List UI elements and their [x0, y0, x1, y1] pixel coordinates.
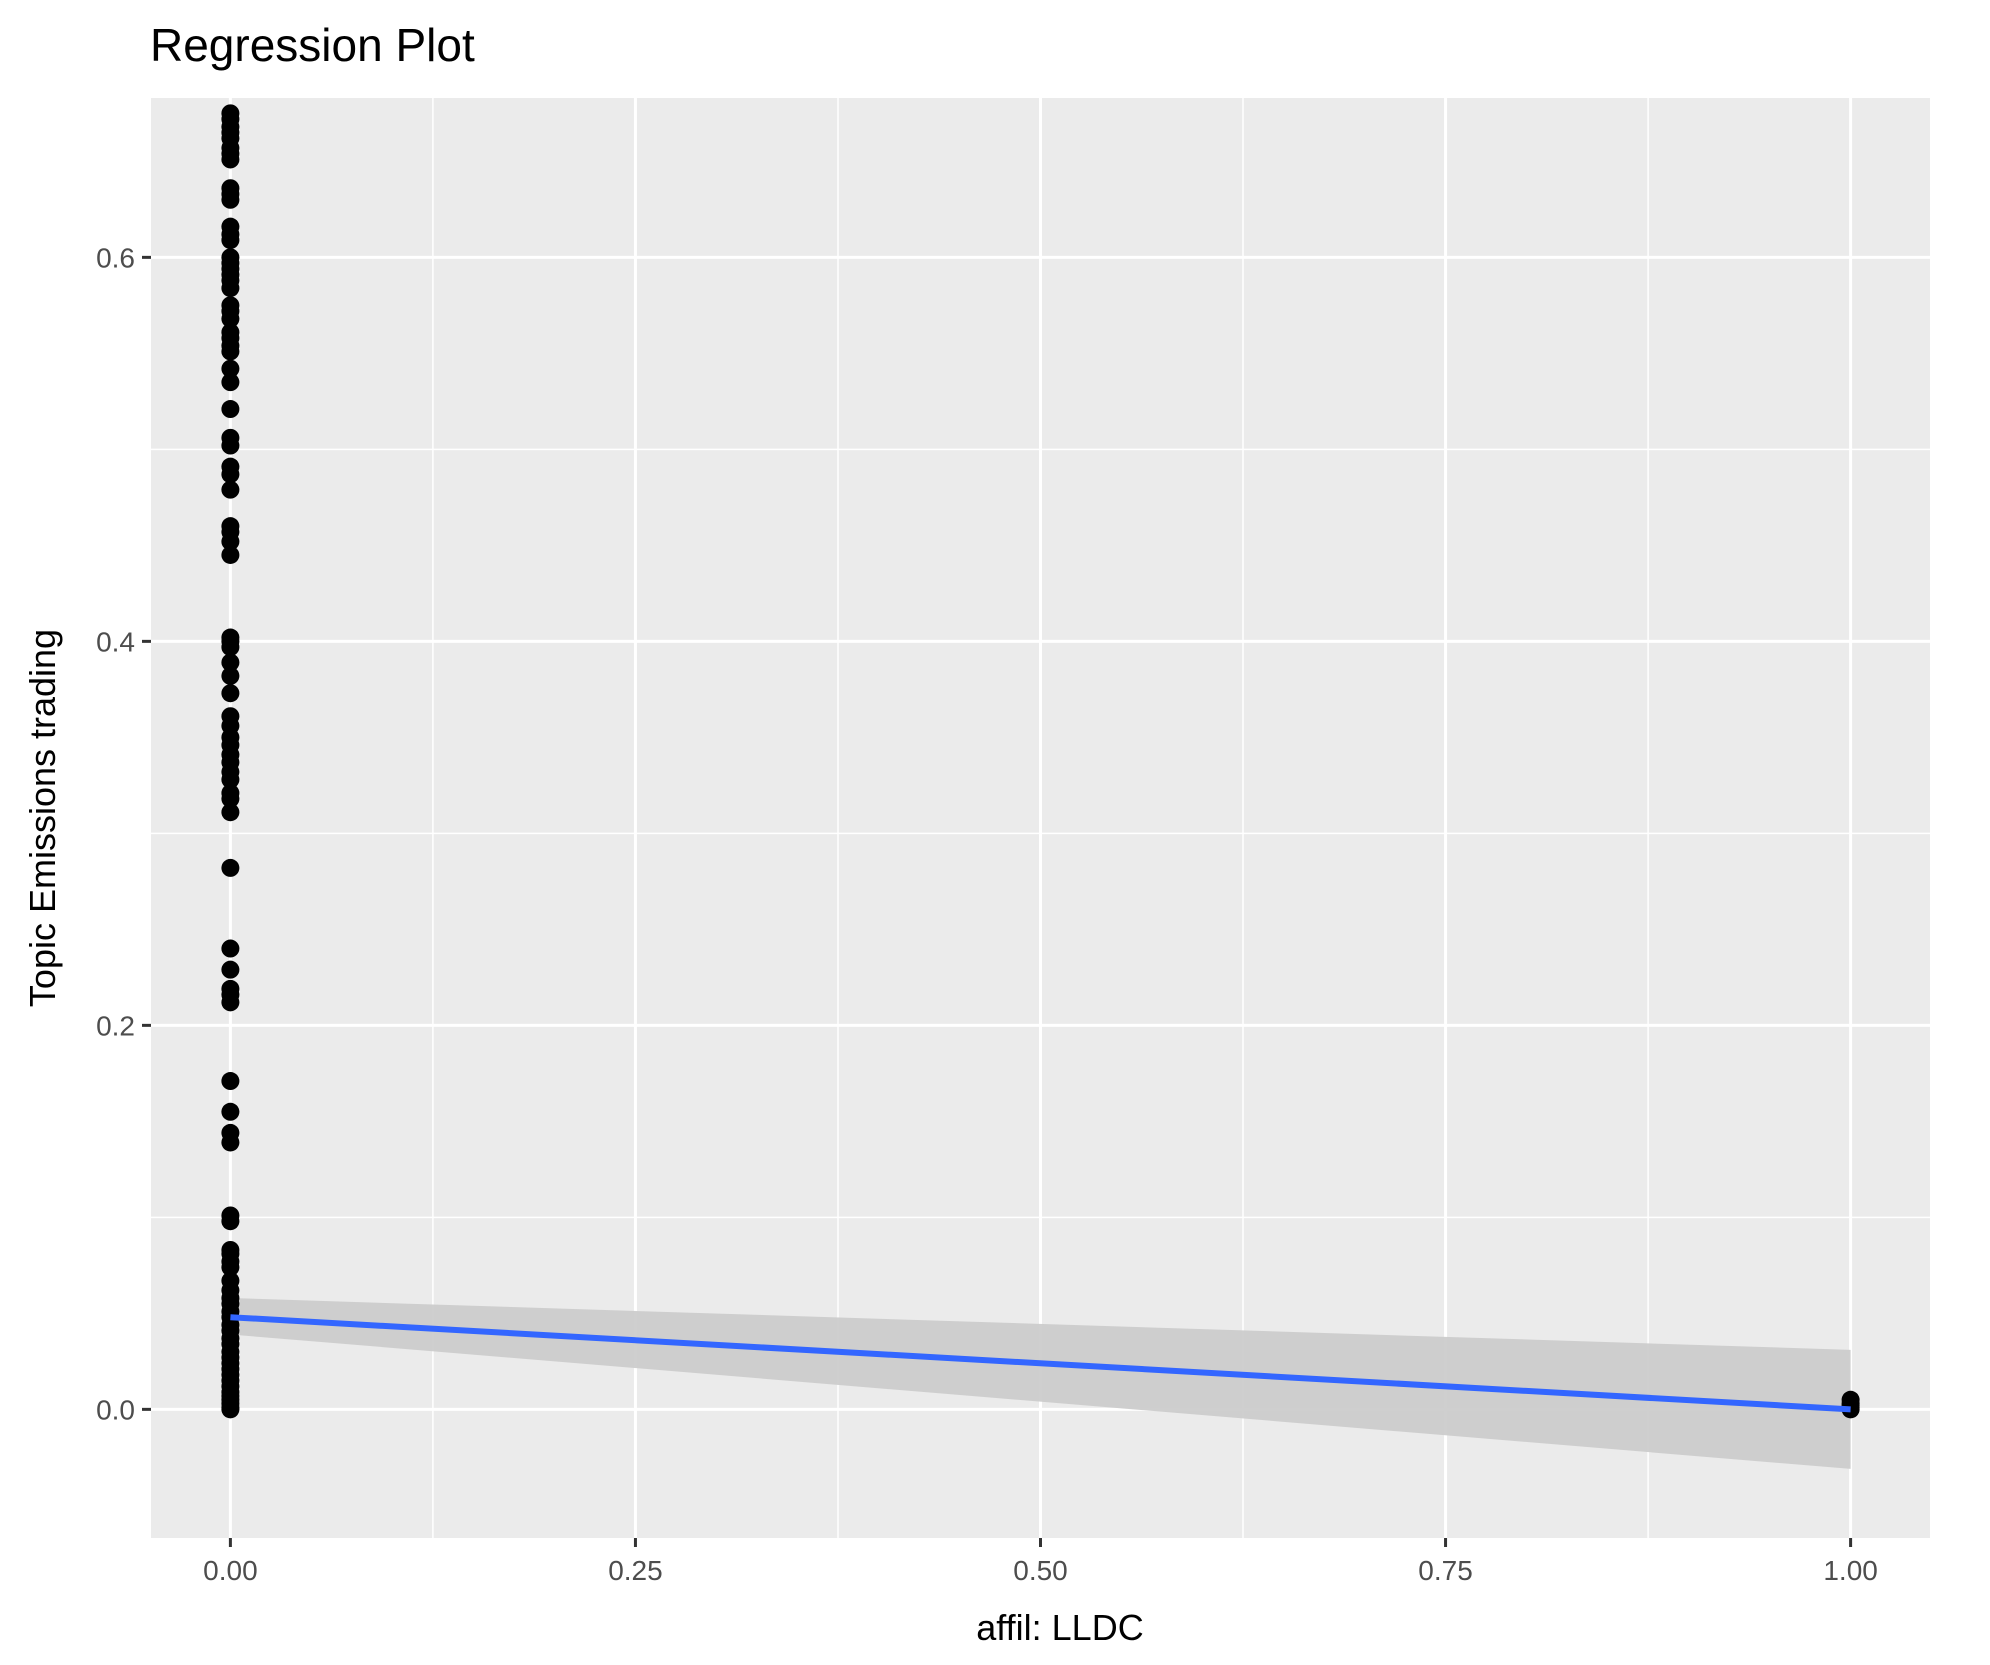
regression-line	[230, 1314, 1851, 1413]
y-axis-title: Topic Emissions trading	[22, 629, 63, 1007]
data-point	[221, 309, 240, 328]
x-tick-label: 0.75	[1418, 1555, 1473, 1586]
data-point	[221, 231, 240, 250]
data-point	[221, 1072, 240, 1091]
data-point	[221, 1102, 240, 1121]
data-point	[221, 789, 240, 808]
data-point	[221, 1400, 240, 1419]
y-tick-label: 0.6	[96, 242, 135, 273]
data-point	[221, 465, 240, 484]
data-point	[221, 993, 240, 1012]
data-point	[221, 803, 240, 822]
data-point	[221, 960, 240, 979]
x-tick-label: 0.00	[203, 1555, 258, 1586]
chart-title: Regression Plot	[150, 19, 475, 71]
x-tick-label: 0.50	[1013, 1555, 1068, 1586]
data-point	[221, 1212, 240, 1231]
data-point	[221, 684, 240, 703]
data-point	[221, 342, 240, 361]
data-point	[221, 436, 240, 455]
data-point	[221, 653, 240, 672]
data-point	[221, 1133, 240, 1152]
data-point	[221, 939, 240, 958]
x-tick-label: 0.25	[608, 1555, 663, 1586]
data-point	[221, 858, 240, 877]
data-point	[221, 532, 240, 551]
x-tick-label: 1.00	[1823, 1555, 1878, 1586]
data-point	[221, 666, 240, 685]
y-tick-label: 0.4	[96, 626, 135, 657]
data-point	[221, 279, 240, 298]
data-point	[221, 150, 240, 169]
data-point	[221, 190, 240, 209]
data-point	[221, 373, 240, 392]
y-tick-label: 0.0	[96, 1394, 135, 1425]
data-point	[221, 400, 240, 419]
data-point	[221, 359, 240, 378]
x-axis-title: affil: LLDC	[976, 1607, 1143, 1648]
data-point	[221, 770, 240, 789]
y-axis: 0.0 0.2 0.4 0.6	[96, 242, 151, 1425]
data-point	[221, 545, 240, 564]
data-point	[221, 638, 240, 657]
x-axis: 0.00 0.25 0.50 0.75 1.00	[203, 1538, 1878, 1586]
y-tick-label: 0.2	[96, 1010, 135, 1041]
data-point	[221, 480, 240, 499]
data-point	[221, 1258, 240, 1277]
